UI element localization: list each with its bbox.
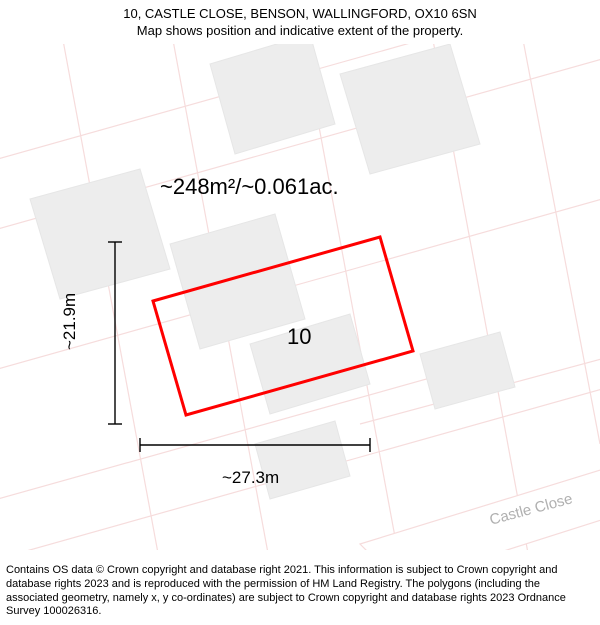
footer-copyright: Contains OS data © Crown copyright and d… [0,560,600,625]
plot-number: 10 [287,324,311,350]
header-title: 10, CASTLE CLOSE, BENSON, WALLINGFORD, O… [10,6,590,23]
map-svg [0,44,600,550]
dimension-height-label: ~21.9m [60,293,80,350]
map-area: ~248m²/~0.061ac. 10 ~27.3m ~21.9m Castle… [0,44,600,550]
header: 10, CASTLE CLOSE, BENSON, WALLINGFORD, O… [0,0,600,44]
dimension-width-label: ~27.3m [222,468,279,488]
area-label: ~248m²/~0.061ac. [160,174,339,200]
header-subtitle: Map shows position and indicative extent… [10,23,590,40]
